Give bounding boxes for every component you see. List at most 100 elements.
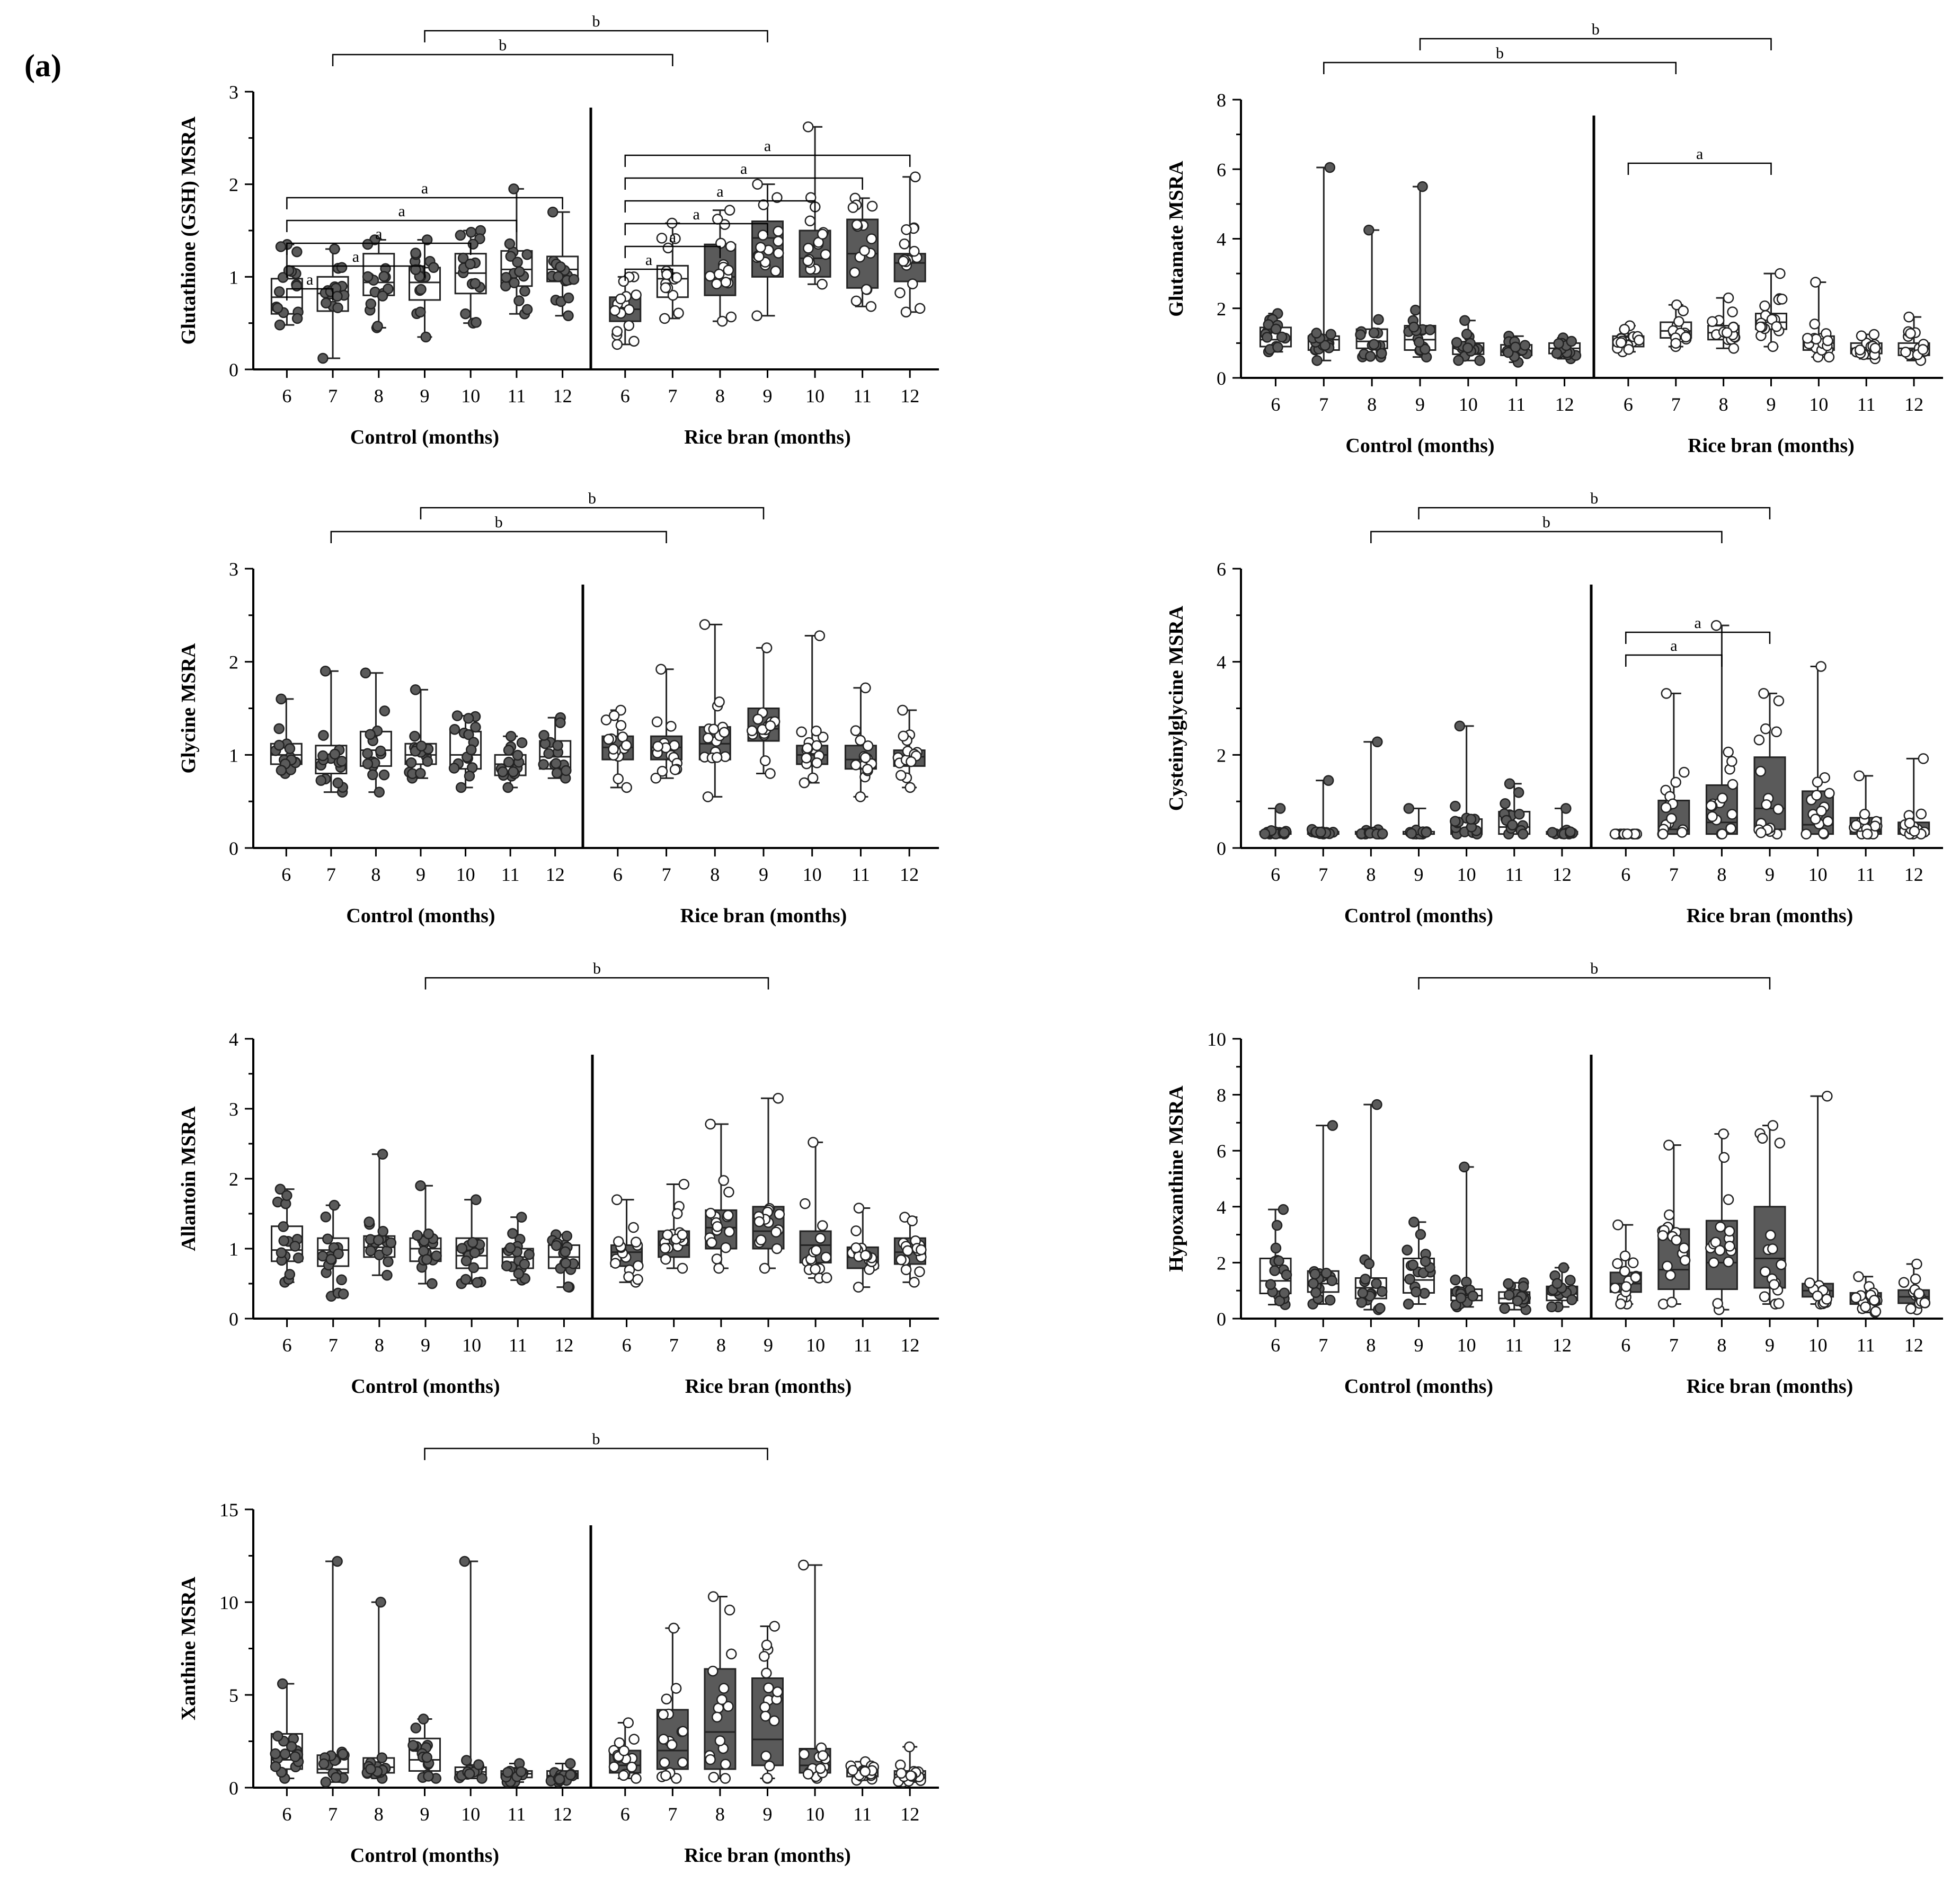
- data-point: [900, 306, 912, 317]
- data-point: [543, 748, 554, 759]
- data-point: [1402, 1244, 1413, 1256]
- x-tick-label: 8: [1717, 864, 1726, 885]
- group-control: 6 7 8 9 10 11 12 Control (months): [270, 183, 580, 448]
- data-point: [509, 277, 520, 288]
- group-rice-bran: 6 7 8 9 10 11 12 Rice bran (months): [1609, 1090, 1931, 1398]
- data-point: [464, 770, 475, 782]
- y-tick-label: 0: [229, 838, 238, 859]
- data-point: [1518, 828, 1529, 840]
- data-point: [318, 730, 329, 741]
- data-point: [810, 1263, 821, 1275]
- data-point: [1853, 770, 1865, 782]
- data-point: [1666, 812, 1677, 824]
- data-point: [720, 1773, 731, 1784]
- y-tick-label: 5: [229, 1685, 238, 1706]
- data-point: [374, 787, 385, 798]
- significance-label: a: [645, 251, 652, 269]
- data-point: [1273, 1255, 1284, 1267]
- data-point: [1859, 809, 1870, 820]
- data-point: [608, 744, 619, 755]
- data-point: [1861, 828, 1873, 840]
- data-point: [1663, 1139, 1674, 1151]
- data-point: [360, 667, 371, 678]
- x-tick-label: 8: [1719, 394, 1728, 415]
- x-tick-label: 6: [282, 1804, 291, 1825]
- significance-bracket: a: [624, 160, 863, 190]
- data-point: [658, 1709, 669, 1720]
- data-point: [1408, 321, 1420, 333]
- x-tick-label: 12: [900, 1335, 919, 1356]
- data-point: [423, 1228, 434, 1240]
- data-point: [1761, 799, 1772, 810]
- data-point: [365, 298, 377, 310]
- y-tick-label: 2: [229, 1169, 238, 1190]
- data-point: [712, 1711, 723, 1723]
- data-point: [773, 235, 784, 247]
- data-point: [1404, 1274, 1415, 1285]
- data-point: [713, 268, 725, 280]
- data-point: [1376, 348, 1387, 359]
- significance-label: b: [1592, 21, 1600, 38]
- data-point: [862, 740, 874, 752]
- data-point: [865, 301, 877, 312]
- data-point: [332, 777, 343, 789]
- significance-bracket: a: [624, 228, 721, 258]
- data-point: [626, 1761, 637, 1773]
- data-point: [568, 273, 580, 285]
- significance-bracket: a: [286, 271, 334, 301]
- data-point: [501, 1260, 512, 1271]
- x-tick-label: 6: [613, 864, 623, 885]
- data-point: [811, 757, 822, 768]
- y-axis-label: Glycine MSRA: [178, 643, 200, 773]
- x-tick-label: 11: [854, 1335, 872, 1356]
- x-tick-label: 12: [900, 1804, 919, 1825]
- y-tick-label: 4: [1217, 652, 1226, 673]
- data-point: [817, 279, 828, 290]
- data-point: [468, 1262, 480, 1274]
- data-point: [270, 1748, 281, 1760]
- x-tick-label: 8: [1367, 394, 1377, 415]
- data-point: [1410, 304, 1421, 316]
- data-point: [1802, 332, 1813, 344]
- data-point: [512, 257, 523, 268]
- data-point: [365, 729, 376, 740]
- data-point: [1368, 339, 1380, 350]
- y-tick-label: 8: [1217, 1085, 1226, 1106]
- x-tick-label: 12: [1553, 864, 1572, 885]
- data-point: [1910, 1273, 1921, 1285]
- data-point: [1775, 268, 1786, 279]
- data-point: [711, 1253, 723, 1265]
- data-point: [628, 1734, 640, 1745]
- data-point: [671, 1208, 683, 1220]
- x-tick-label: 8: [716, 1335, 726, 1356]
- data-point: [861, 284, 872, 295]
- x-tick-label: 11: [501, 864, 520, 885]
- data-point: [431, 1250, 442, 1261]
- data-point: [276, 693, 287, 705]
- significance-label: a: [306, 271, 313, 288]
- data-point: [1619, 324, 1630, 335]
- data-point: [866, 200, 878, 212]
- data-point: [609, 305, 620, 316]
- data-point: [512, 749, 524, 761]
- data-point: [336, 1274, 347, 1286]
- x-tick-label: 10: [462, 1335, 481, 1356]
- data-point: [811, 725, 822, 737]
- data-point: [1311, 355, 1323, 366]
- data-point: [1723, 292, 1734, 304]
- x-tick-label: 8: [374, 385, 384, 407]
- data-point: [1657, 1230, 1669, 1241]
- data-point: [1276, 331, 1288, 343]
- data-point: [1755, 766, 1766, 777]
- group-rice-bran: 6 7 8 9 10 11 12 Rice bran (months): [609, 121, 926, 448]
- data-point: [338, 1288, 349, 1300]
- data-point: [633, 1260, 644, 1271]
- data-point: [1565, 1275, 1576, 1286]
- data-point: [707, 1665, 719, 1677]
- data-point: [560, 1246, 571, 1258]
- data-point: [1615, 1298, 1626, 1310]
- data-point: [759, 1701, 770, 1713]
- data-point: [906, 756, 917, 767]
- data-point: [1450, 1300, 1461, 1311]
- significance-bracket: b: [1370, 514, 1723, 543]
